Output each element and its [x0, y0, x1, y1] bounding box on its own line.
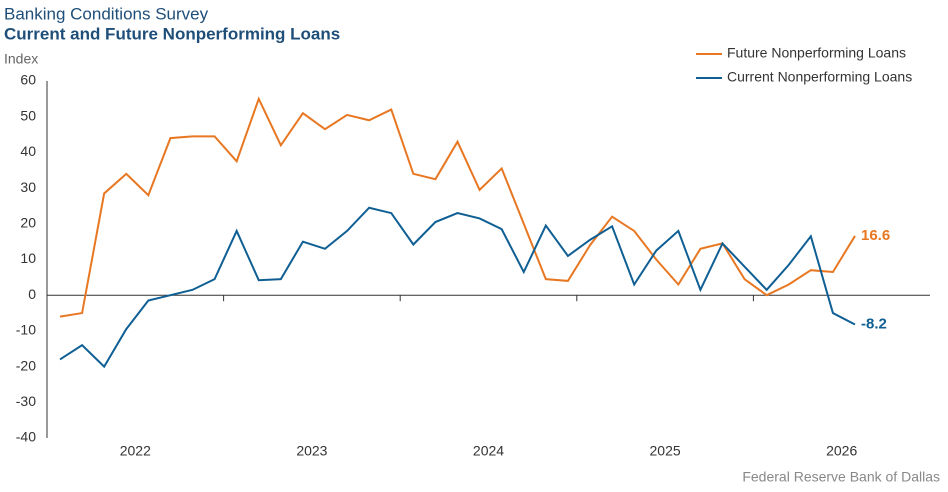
legend-label: Current Nonperforming Loans: [727, 69, 912, 85]
y-tick-label: 0: [28, 286, 36, 302]
x-tick-label: 2026: [826, 443, 857, 459]
y-tick-label: 50: [20, 107, 36, 123]
end-value-label: -8.2: [861, 315, 887, 332]
chart-subtitle: Current and Future Nonperforming Loans: [4, 24, 340, 43]
legend-label: Future Nonperforming Loans: [727, 45, 906, 61]
source: Federal Reserve Bank of Dallas: [742, 469, 940, 485]
line-series: [59, 206, 856, 369]
y-tick-label: -20: [16, 357, 36, 373]
y-tick-label: -30: [16, 393, 36, 409]
end-value-label: 16.6: [861, 227, 890, 244]
x-tick-label: 2025: [650, 443, 681, 459]
line-series: [59, 96, 856, 318]
x-tick-label: 2024: [473, 443, 504, 459]
x-tick-label: 2022: [120, 443, 151, 459]
y-tick-label: -40: [16, 429, 36, 445]
y-tick-label: 10: [20, 250, 36, 266]
chart-title: Banking Conditions Survey: [4, 4, 209, 23]
x-tick-label: 2023: [296, 443, 327, 459]
y-tick-label: 30: [20, 179, 36, 195]
y-tick-label: 60: [20, 72, 36, 88]
y-tick-label: 20: [20, 215, 36, 231]
y-tick-label: 40: [20, 143, 36, 159]
y-axis-label: Index: [4, 51, 38, 67]
y-tick-label: -10: [16, 322, 36, 338]
